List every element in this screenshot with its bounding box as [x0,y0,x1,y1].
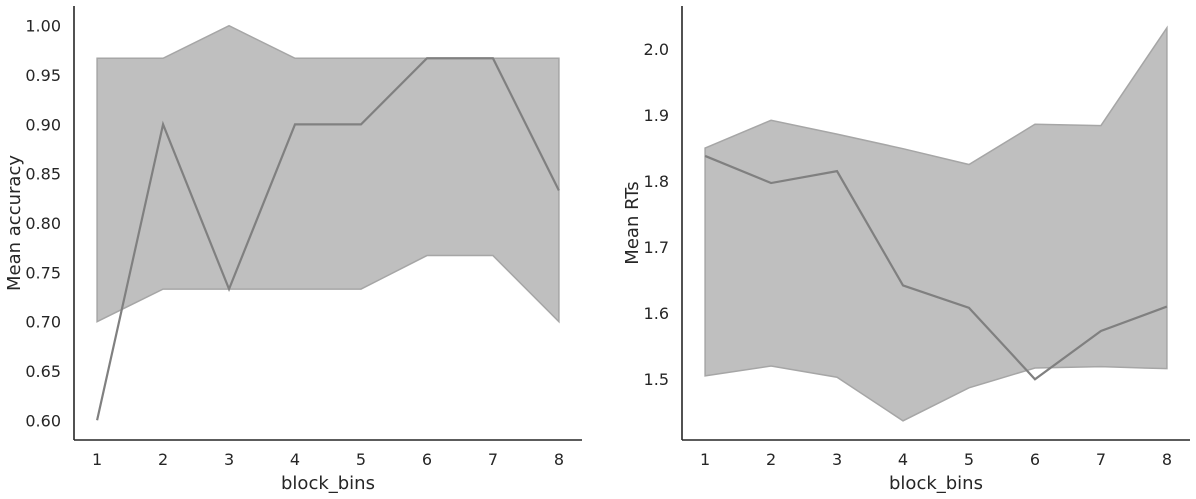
x-tick-label: 6 [422,450,432,469]
y-tick-label: 0.70 [25,313,61,332]
x-tick-label: 4 [898,450,908,469]
y-tick-label: 0.95 [25,66,61,85]
x-tick-label: 3 [224,450,234,469]
x-tick-label: 6 [1030,450,1040,469]
x-tick-label: 7 [1096,450,1106,469]
y-tick-label: 0.65 [25,362,61,381]
x-tick-label: 2 [766,450,776,469]
y-tick-label: 0.80 [25,214,61,233]
confidence-band [96,24,560,324]
y-tick-label: 1.7 [644,238,669,257]
x-tick-label: 1 [700,450,710,469]
x-tick-label: 7 [488,450,498,469]
y-axis-label: Mean accuracy [4,155,25,291]
y-tick-label: 1.8 [644,172,669,191]
x-tick-label: 4 [290,450,300,469]
y-tick-label: 1.5 [644,370,669,389]
y-tick-label: 0.60 [25,411,61,430]
x-tick-label: 2 [158,450,168,469]
y-tick-label: 0.75 [25,263,61,282]
rt-chart: 1 2 3 4 5 6 7 8 1.5 1.6 1.7 1.8 1.9 2.0 block_bins Mean… [622,6,1190,494]
accuracy-chart: 1 2 3 4 5 6 7 8 0.60 0.65 0.70 0.75 0.80 0.85 0.90 0.95… [4,6,582,494]
x-tick-label: 1 [92,450,102,469]
mean-line [96,57,560,421]
mean-line [704,154,1168,381]
x-axis-label: block_bins [889,473,983,494]
y-tick-label: 1.9 [644,106,669,125]
x-tick-label: 5 [964,450,974,469]
y-tick-label: 2.0 [644,40,669,59]
y-tick-label: 1.00 [25,17,61,36]
y-tick-label: 0.90 [25,115,61,134]
y-axis-label: Mean RTs [622,181,643,264]
y-tick-label: 0.85 [25,165,61,184]
x-tick-label: 5 [356,450,366,469]
x-axis-label: block_bins [281,473,375,494]
x-tick-label: 8 [1162,450,1172,469]
x-tick-label: 3 [832,450,842,469]
confidence-band [704,25,1168,422]
x-tick-label: 8 [554,450,564,469]
y-tick-label: 1.6 [644,304,669,323]
